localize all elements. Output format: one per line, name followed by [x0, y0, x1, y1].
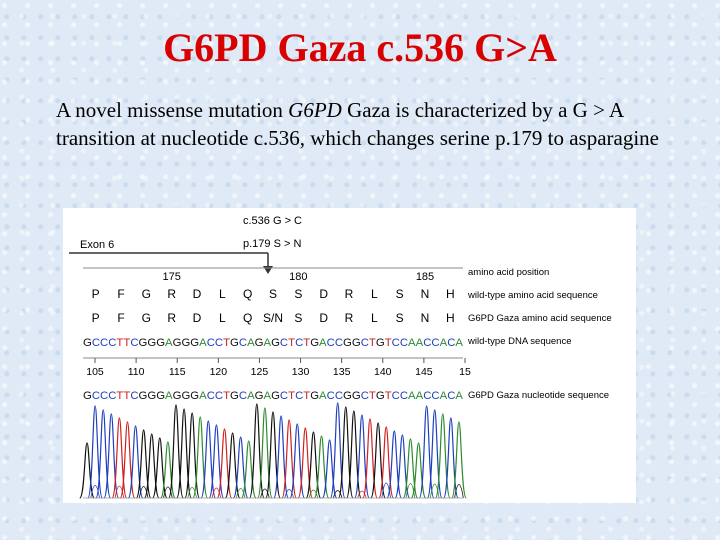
ruler-label: 140: [374, 366, 392, 378]
legend-gaza-dna: G6PD Gaza nucleotide sequence: [468, 390, 609, 401]
gaza_aa-residue: R: [167, 311, 176, 325]
gaza_aa-residue: D: [319, 311, 328, 325]
desc-gene-italic: G6PD: [288, 98, 342, 122]
wildtype_aa-residue: D: [319, 287, 328, 301]
ruler-label: 130: [292, 366, 310, 378]
wildtype_aa-residue: D: [193, 287, 202, 301]
gaza_aa-residue: F: [117, 311, 124, 325]
wildtype_aa-residue: H: [446, 287, 455, 301]
gaza_aa-residue: S/N: [263, 311, 283, 325]
wildtype_aa-residue: F: [117, 287, 124, 301]
gaza_aa-residue: D: [193, 311, 202, 325]
ruler-label: 115: [169, 366, 186, 378]
sequence-figure: Exon 6 c.536 G > C p.179 S > N 175 180 185…: [63, 208, 636, 503]
wildtype_aa-residue: S: [294, 287, 302, 301]
gaza_aa-residue: G: [142, 311, 151, 325]
wildtype_aa-residue: R: [345, 287, 354, 301]
wildtype_aa-residue: L: [371, 287, 378, 301]
gaza-dna-sequence: GCCCTTCGGGAGGGACCTGCAGAGCTCTGACCGGCTGTCC…: [83, 390, 464, 402]
gaza_aa-residue: S: [396, 311, 404, 325]
ruler-label: 125: [251, 366, 269, 378]
mutation-arrow-icon: [263, 266, 273, 274]
position-label-185: 185: [416, 271, 434, 283]
position-label-180: 180: [289, 271, 307, 283]
slide-title: G6PD Gaza c.536 G>A: [163, 25, 557, 70]
gaza_aa-residue: R: [345, 311, 354, 325]
wildtype_aa-residue: R: [167, 287, 176, 301]
trace-minor-peak: [187, 487, 197, 499]
wildtype-dna-sequence: GCCCTTCGGGAGGGACCTGCAGAGCTCTGACCGGCTGTCC…: [83, 337, 464, 349]
wildtype_aa-residue: P: [92, 287, 100, 301]
desc-text-1: A novel missense mutation: [56, 98, 289, 122]
gaza_aa-residue: Q: [243, 311, 252, 325]
trace-minor-peak: [284, 489, 294, 499]
desc-text-2: Gaza is characterized by a G > A transit…: [56, 98, 659, 150]
wildtype_aa-residue: S: [396, 287, 404, 301]
legend-gaza-aa: G6PD Gaza amino acid sequence: [468, 313, 612, 324]
gaza_aa-residue: L: [371, 311, 378, 325]
wildtype_aa-residue: L: [219, 287, 226, 301]
gaza_aa-residue: P: [92, 311, 100, 325]
trace-minor-peak: [211, 487, 222, 499]
trace-peak: [240, 440, 257, 499]
legend-wildtype-aa: wild-type amino acid sequence: [467, 290, 598, 301]
wildtype_aa-residue: N: [421, 287, 430, 301]
gaza_aa-residue: S: [294, 311, 302, 325]
gaza_aa-residue: H: [446, 311, 455, 325]
trace-minor-peak: [138, 486, 149, 499]
ruler-label: 145: [415, 366, 433, 378]
position-label-175: 175: [162, 271, 180, 283]
ruler-label: 110: [128, 366, 145, 378]
trace-minor-peak: [260, 488, 270, 499]
ruler-label: 120: [210, 366, 228, 378]
trace-minor-peak: [381, 482, 391, 499]
trace-peak: [321, 439, 338, 499]
trace-peak: [79, 442, 95, 499]
ruler-label: 15: [459, 366, 471, 378]
slide-description: A novel missense mutation G6PD Gaza is c…: [56, 96, 666, 152]
trace-minor-peak: [429, 483, 440, 499]
gaza_aa-residue: N: [421, 311, 430, 325]
chromatogram-figure-svg: Exon 6 c.536 G > C p.179 S > N 175 180 185…: [69, 215, 612, 499]
wildtype_aa-residue: G: [142, 287, 151, 301]
ruler-label: 105: [86, 366, 104, 378]
mutation-protein-label: p.179 S > N: [243, 238, 301, 250]
trace-minor-peak: [405, 483, 416, 499]
mutation-nucleotide-label: c.536 G > C: [243, 215, 302, 227]
trace-minor-peak: [308, 489, 319, 499]
trace-peak: [160, 441, 176, 499]
trace-minor-peak: [454, 484, 464, 499]
wildtype_aa-residue: S: [269, 287, 277, 301]
ruler-label: 135: [333, 366, 351, 378]
trace-peak: [410, 442, 427, 499]
wildtype_aa-residue: Q: [243, 287, 252, 301]
gaza_aa-residue: L: [219, 311, 226, 325]
trace-minor-peak: [90, 485, 100, 499]
trace-minor-peak: [163, 486, 173, 499]
trace-minor-peak: [235, 488, 246, 499]
legend-wildtype-dna: wild-type DNA sequence: [467, 336, 572, 347]
trace-minor-peak: [332, 490, 343, 499]
trace-minor-peak: [114, 485, 125, 499]
legend-amino-acid-position: amino acid position: [468, 267, 549, 278]
exon-label: Exon 6: [80, 239, 114, 251]
trace-peak: [451, 421, 467, 499]
trace-minor-peak: [357, 490, 367, 499]
